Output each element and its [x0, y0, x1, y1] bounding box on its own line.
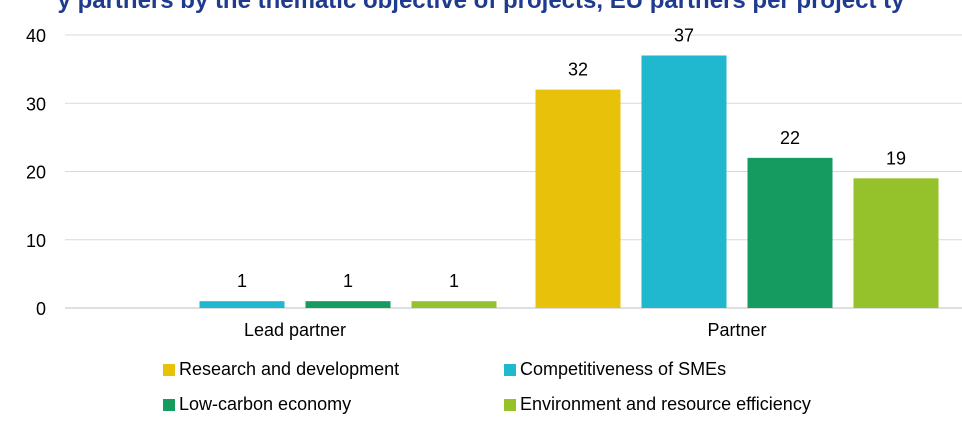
legend-swatch	[504, 364, 516, 376]
legend-swatch	[504, 399, 516, 411]
data-label: 1	[237, 271, 247, 291]
y-tick-label: 10	[26, 231, 46, 251]
legend-swatch	[163, 399, 175, 411]
x-category-label: Lead partner	[244, 320, 346, 340]
bar	[747, 157, 833, 308]
y-tick-label: 40	[26, 26, 46, 46]
chart-title: y partners by the thematic objective of …	[57, 0, 905, 14]
data-label: 22	[780, 128, 800, 148]
bar	[853, 178, 939, 308]
y-tick-label: 0	[36, 299, 46, 319]
legend-label: Research and development	[179, 359, 399, 379]
bar	[199, 301, 285, 308]
data-label: 1	[449, 271, 459, 291]
x-category-label: Partner	[707, 320, 766, 340]
legend-label: Competitiveness of SMEs	[520, 359, 726, 379]
data-label: 32	[568, 60, 588, 80]
bar	[305, 301, 391, 308]
data-label: 1	[343, 271, 353, 291]
legend-label: Environment and resource efficiency	[520, 394, 811, 414]
bar	[411, 301, 497, 308]
y-tick-label: 20	[26, 163, 46, 183]
data-label: 19	[886, 148, 906, 168]
legend-label: Low-carbon economy	[179, 394, 351, 414]
y-tick-label: 30	[26, 94, 46, 114]
data-label: 37	[674, 25, 694, 45]
legend-swatch	[163, 364, 175, 376]
bar	[535, 89, 621, 308]
bar	[641, 55, 727, 308]
